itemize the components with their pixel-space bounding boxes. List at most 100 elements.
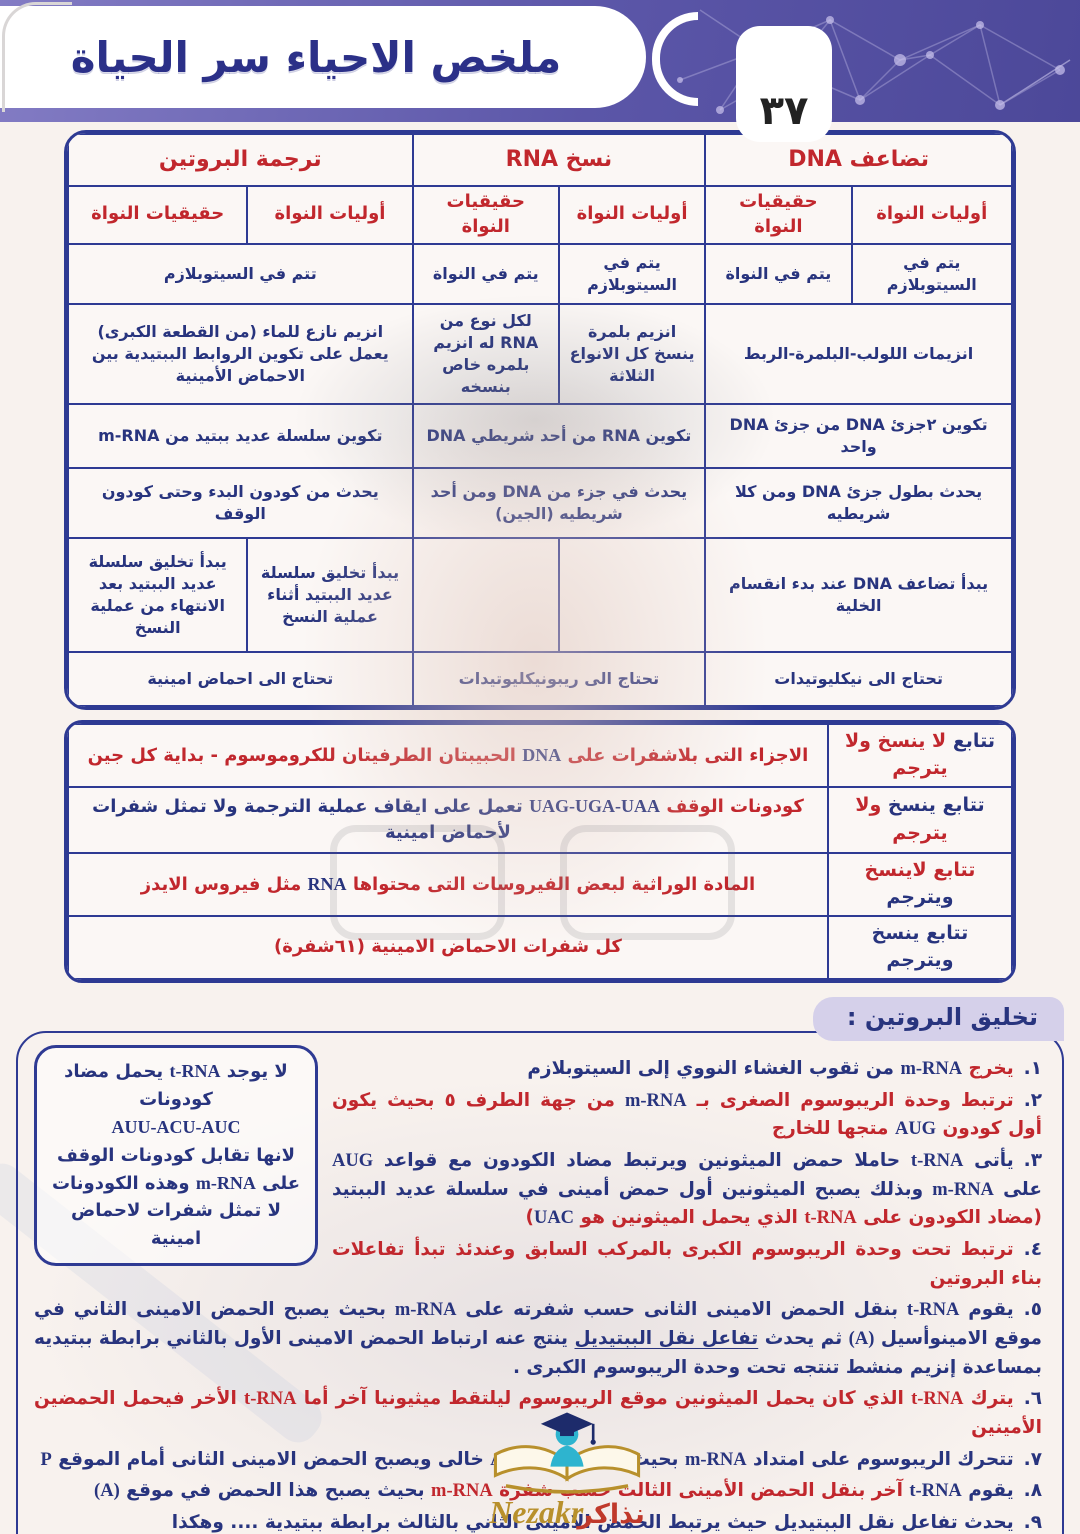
column-header-protein-translation: ترجمة البروتين bbox=[67, 133, 414, 187]
step-text: يخرج m-RNA من ثقوب الغشاء النووي إلى الس… bbox=[527, 1057, 1014, 1079]
step-number: ٩. bbox=[1023, 1512, 1042, 1534]
publisher-watermark: Nezakrنذاكر bbox=[452, 1402, 682, 1528]
open-book-graduate-icon bbox=[493, 1412, 641, 1494]
protein-step-5: ٥.يقوم t-RNA بنقل الحمض الامينى الثانى ح… bbox=[34, 1296, 1042, 1382]
protein-synthesis-section: تخليق البروتين : لا يوجد t-RNA يحمل مضاد… bbox=[16, 996, 1064, 1534]
watermark-text: Nezakrنذاكر bbox=[452, 1496, 682, 1528]
cell: يحدث بطول جزئ DNA ومن كلا شريطيه bbox=[704, 466, 1013, 539]
table-row: تتابع لاينسخ ويترجم المادة الوراثية لبعض… bbox=[67, 851, 1013, 917]
sequence-label: تتابع ينسخ ويترجم bbox=[826, 914, 1013, 980]
cell: تكوين سلسلة عديد ببتيد من m-RNA bbox=[67, 402, 414, 469]
cell: انزيم نازع للماء (من القطعة الكبرى) يعمل… bbox=[67, 302, 414, 405]
title-plate: ملخص الاحياء سر الحياة bbox=[0, 6, 646, 108]
cell: يتم في السيتوبلازم bbox=[850, 242, 1013, 305]
sequence-table-wrapper: تتابع لا ينسخ ولا يترجم الاجزاء التى بلا… bbox=[64, 719, 1016, 983]
cell: تحتاج الى احماض امينية bbox=[67, 650, 414, 707]
column-header-dna-replication: تضاعف DNA bbox=[704, 133, 1013, 187]
page-number: ٣٧ bbox=[759, 88, 809, 134]
step-text: يترك t-RNA الذي كان يحمل الميثونين موقع … bbox=[34, 1388, 1042, 1438]
cell: تحتاج الى نيكليوتيدات bbox=[704, 650, 1013, 707]
step-number: ٤. bbox=[1023, 1238, 1042, 1260]
page-number-tab: ٣٧ bbox=[736, 26, 832, 142]
table-row-extent: يحدث بطول جزئ DNA ومن كلا شريطيه يحدث في… bbox=[67, 466, 1013, 539]
table-row-enzymes: انزيمات اللولب-البلمرة-الربط انزيم بلمرة… bbox=[67, 302, 1013, 405]
section-heading: تخليق البروتين : bbox=[812, 996, 1064, 1041]
step-number: ٧. bbox=[1023, 1448, 1042, 1470]
sequence-label: تتابع لا ينسخ ولا يترجم bbox=[826, 722, 1013, 788]
step-text: يحدث تفاعل نقل الببتيديل حيث يرتبط الحمض… bbox=[171, 1512, 1014, 1534]
cell: يبدأ تخليق سلسلة عديد الببتيد أثناء عملي… bbox=[246, 536, 414, 653]
page-title: ملخص الاحياء سر الحياة bbox=[70, 32, 562, 82]
table-row-start-timing: يبدأ تضاعف DNA عند بدء انقسام الخلية يبد… bbox=[67, 536, 1013, 653]
sequence-content: كل شفرات الاحماض الامينية (٦١شفرة) bbox=[67, 914, 829, 980]
comparison-table-wrapper: تضاعف DNA نسخ RNA ترجمة البروتين أوليات … bbox=[64, 130, 1016, 710]
step-number: ٢. bbox=[1023, 1089, 1043, 1111]
sequence-content: كودونات الوقف UAG-UGA-UAA تعمل على ايقاف… bbox=[67, 785, 829, 854]
subheader-eukaryotes: حقيقيات النواة bbox=[411, 185, 560, 245]
page-body: تضاعف DNA نسخ RNA ترجمة البروتين أوليات … bbox=[0, 130, 1080, 1534]
table-row-location: يتم في السيتوبلازم يتم في النواة يتم في … bbox=[67, 242, 1013, 305]
page-corner-decoration bbox=[2, 2, 72, 112]
protein-step-8: ٨. يقوم t-RNA آخر بنقل الحمض الأمينى الثا… bbox=[34, 1477, 1042, 1506]
cell-empty bbox=[557, 536, 707, 653]
table-subheader-row: أوليات النواة حقيقيات النواة أوليات النو… bbox=[67, 185, 1013, 245]
table-header-row: تضاعف DNA نسخ RNA ترجمة البروتين bbox=[67, 133, 1013, 187]
page-header: ملخص الاحياء سر الحياة ٣٧ bbox=[0, 0, 1080, 142]
cell: انزيم بلمرة ينسخ كل الانواع الثلاثة bbox=[557, 302, 707, 405]
subheader-eukaryotes: حقيقيات النواة bbox=[704, 185, 853, 245]
protein-step-3: ٣.يأتى t-RNA حاملا حمض الميثونين ويرتبط … bbox=[34, 1147, 1042, 1233]
protein-step-1: ١. يخرج m-RNA من ثقوب الغشاء النووي إلى ا… bbox=[34, 1055, 1042, 1084]
column-header-rna-transcription: نسخ RNA bbox=[411, 133, 707, 187]
trna-note-line: لانها تقابل كودونات الوقف على m-RNA وهذه… bbox=[51, 1144, 301, 1250]
watermark-latin-name: Nezakr bbox=[489, 1494, 584, 1530]
step-number: ٨. bbox=[1023, 1480, 1042, 1502]
subheader-prokaryotes: أوليات النواة bbox=[850, 185, 1013, 245]
step-text: ترتبط وحدة الريبوسوم الصغرى بـ m-RNA من … bbox=[332, 1089, 1042, 1140]
sequence-table: تتابع لا ينسخ ولا يترجم الاجزاء التى بلا… bbox=[67, 722, 1013, 980]
sequence-label: تتابع ينسخ ولا يترجم bbox=[826, 785, 1013, 854]
cell: يحدث في جزء من DNA ومن أحد شريطيه (الجين… bbox=[411, 466, 707, 539]
step-text: ترتبط تحت وحدة الريبوسوم الكبرى بالمركب … bbox=[332, 1238, 1042, 1289]
cell-empty bbox=[411, 536, 560, 653]
subheader-prokaryotes: أوليات النواة bbox=[246, 185, 414, 245]
trna-note-line: لا يوجد t-RNA يحمل مضاد كودونات bbox=[64, 1060, 288, 1110]
protein-step-2: ٢.ترتبط وحدة الريبوسوم الصغرى بـ m-RNA م… bbox=[34, 1087, 1042, 1144]
table-row-product: تكوين ٢جزئ DNA من جزئ DNA واحد تكوين RNA… bbox=[67, 402, 1013, 469]
step-text: يقوم t-RNA بنقل الحمض الامينى الثانى حسب… bbox=[34, 1299, 1043, 1378]
table-row-requirements: تحتاج الى نيكليوتيدات تحتاج الى ريبونيكل… bbox=[67, 650, 1013, 707]
step-text: يأتى t-RNA حاملا حمض الميثونين ويرتبط مض… bbox=[332, 1149, 1042, 1229]
trna-note-box: لا يوجد t-RNA يحمل مضاد كودونات AUU-ACU-… bbox=[34, 1044, 318, 1267]
watermark-arabic-name: نذاكر bbox=[577, 1499, 645, 1530]
cell: يبدأ تخليق سلسلة عديد الببتيد بعد الانته… bbox=[67, 536, 249, 653]
cell: تتم في السيتوبلازم bbox=[67, 242, 414, 305]
cell: تكوين RNA من أحد شريطي DNA bbox=[411, 402, 707, 469]
sequence-content: المادة الوراثية لبعض الفيروسات التى محتو… bbox=[67, 851, 829, 917]
cell: يبدأ تضاعف DNA عند بدء انقسام الخلية bbox=[704, 536, 1013, 653]
cell: يحدث من كودون البدء وحتى كودون الوقف bbox=[67, 466, 414, 539]
cell: انزيمات اللولب-البلمرة-الربط bbox=[704, 302, 1013, 405]
step-number: ٥. bbox=[1023, 1299, 1042, 1321]
step-number: ١. bbox=[1023, 1057, 1042, 1079]
protein-step-6: ٦.يترك t-RNA الذي كان يحمل الميثونين موق… bbox=[34, 1385, 1042, 1442]
trna-note-line: AUU-ACU-AUC bbox=[111, 1116, 241, 1137]
step-number: ٣. bbox=[1023, 1149, 1042, 1171]
step-text: يقوم t-RNA آخر بنقل الحمض الأمينى الثالث… bbox=[94, 1480, 1014, 1502]
cell: يتم في السيتوبلازم bbox=[557, 242, 707, 305]
cell: يتم في النواة bbox=[411, 242, 560, 305]
cell: يتم في النواة bbox=[704, 242, 853, 305]
sequence-label: تتابع لاينسخ ويترجم bbox=[826, 851, 1013, 917]
step-number: ٦. bbox=[1023, 1388, 1043, 1410]
subheader-eukaryotes: حقيقيات النواة bbox=[67, 185, 249, 245]
comparison-table: تضاعف DNA نسخ RNA ترجمة البروتين أوليات … bbox=[67, 133, 1013, 707]
cell: لكل نوع من RNA له انزيم بلمره خاص بنسخه bbox=[411, 302, 560, 405]
subheader-prokaryotes: أوليات النواة bbox=[557, 185, 707, 245]
protein-step-4: ٤.ترتبط تحت وحدة الريبوسوم الكبرى بالمرك… bbox=[34, 1236, 1042, 1293]
sequence-content: الاجزاء التى بلاشفرات على DNA الحبيبتان … bbox=[67, 722, 829, 788]
table-row: تتابع ينسخ ويترجم كل شفرات الاحماض الامي… bbox=[67, 914, 1013, 980]
table-row: تتابع ينسخ ولا يترجم كودونات الوقف UAG-U… bbox=[67, 785, 1013, 854]
cell: تحتاج الى ريبونيكليوتيدات bbox=[411, 650, 707, 707]
table-row: تتابع لا ينسخ ولا يترجم الاجزاء التى بلا… bbox=[67, 722, 1013, 788]
cell: تكوين ٢جزئ DNA من جزئ DNA واحد bbox=[704, 402, 1013, 469]
protein-step-9: ٩. يحدث تفاعل نقل الببتيديل حيث يرتبط الح… bbox=[34, 1509, 1042, 1534]
